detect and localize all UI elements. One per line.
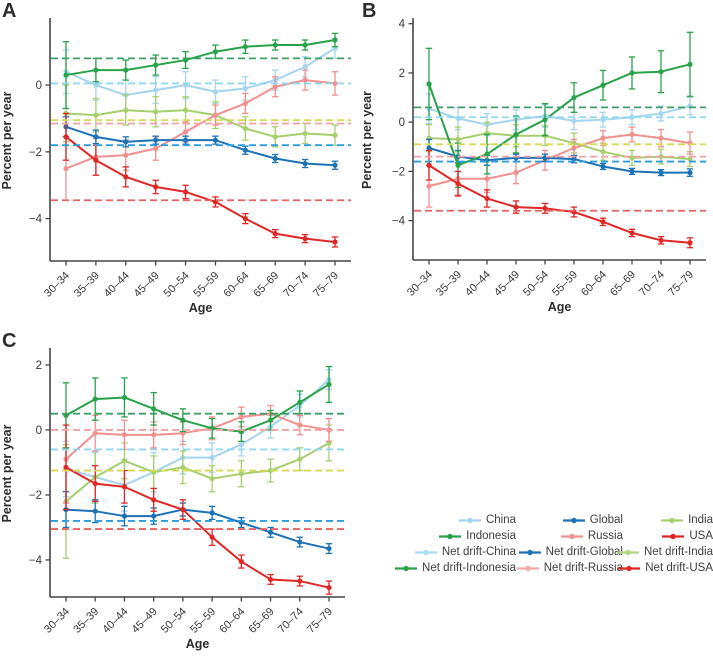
svg-text:70–74: 70–74 bbox=[276, 606, 306, 636]
svg-text:0: 0 bbox=[399, 117, 405, 129]
legend-label: Net drift-China bbox=[441, 546, 516, 558]
legend-item-net-drift-global: Net drift-Global bbox=[518, 544, 623, 560]
legend-key-icon bbox=[516, 565, 539, 571]
svg-text:35–39: 35–39 bbox=[434, 269, 464, 299]
legend-item-net-drift-china: Net drift-China bbox=[366, 544, 516, 560]
legend-row: Net drift-Indonesia Net drift-Russia Net d… bbox=[366, 560, 713, 576]
legend-item-net-drift-indonesia: Net drift-Indonesia bbox=[366, 560, 516, 576]
panel-c-plot: 2 0 −2 −4 30–34 35–39 40–44 45–49 50–54 55–59 60–6… bbox=[0, 348, 345, 651]
svg-text:Percent per year: Percent per year bbox=[360, 91, 374, 189]
svg-text:65–69: 65–69 bbox=[247, 606, 277, 636]
svg-text:4: 4 bbox=[399, 19, 406, 31]
legend-label: Global bbox=[589, 514, 623, 526]
legend-item-india: India bbox=[625, 512, 713, 528]
svg-text:70–74: 70–74 bbox=[281, 270, 311, 300]
svg-text:−2: −2 bbox=[29, 490, 42, 502]
svg-text:75–79: 75–79 bbox=[305, 606, 335, 636]
svg-text:45–49: 45–49 bbox=[130, 606, 160, 636]
svg-text:40–44: 40–44 bbox=[100, 606, 130, 636]
legend-row: China Global India bbox=[366, 512, 713, 528]
legend-label: Indonesia bbox=[466, 530, 516, 542]
legend-label: Net drift-Global bbox=[545, 546, 623, 558]
svg-text:50–54: 50–54 bbox=[162, 270, 192, 300]
svg-text:50–54: 50–54 bbox=[159, 606, 189, 636]
svg-text:35–39: 35–39 bbox=[71, 606, 101, 636]
legend-label: Net drift-USA bbox=[645, 562, 713, 574]
svg-text:60–64: 60–64 bbox=[217, 606, 247, 636]
svg-text:2: 2 bbox=[399, 68, 405, 80]
legend-key-icon bbox=[616, 549, 639, 555]
legend-item-net-drift-russia: Net drift-Russia bbox=[516, 560, 623, 576]
legend-key-icon bbox=[562, 517, 585, 523]
svg-text:−2: −2 bbox=[29, 147, 42, 159]
svg-text:Age: Age bbox=[548, 300, 572, 314]
svg-text:Age: Age bbox=[186, 637, 210, 651]
svg-text:70–74: 70–74 bbox=[637, 269, 667, 299]
svg-text:55–59: 55–59 bbox=[550, 269, 580, 299]
legend-item-usa: USA bbox=[625, 528, 713, 544]
svg-text:65–69: 65–69 bbox=[608, 269, 638, 299]
legend-item-global: Global bbox=[518, 512, 623, 528]
svg-text:2: 2 bbox=[36, 360, 42, 372]
svg-text:30–34: 30–34 bbox=[42, 270, 72, 300]
legend-label: China bbox=[485, 514, 516, 526]
legend-key-icon bbox=[414, 549, 437, 555]
legend-key-icon bbox=[662, 533, 685, 539]
svg-text:40–44: 40–44 bbox=[102, 270, 132, 300]
legend-key-icon bbox=[661, 517, 684, 523]
legend-label: Net drift-India bbox=[643, 546, 713, 558]
legend-label: Net drift-Indonesia bbox=[422, 562, 516, 574]
svg-text:40–44: 40–44 bbox=[463, 269, 493, 299]
svg-text:75–79: 75–79 bbox=[666, 269, 696, 299]
svg-text:55–59: 55–59 bbox=[191, 270, 221, 300]
legend-item-net-drift-usa: Net drift-USA bbox=[618, 560, 713, 576]
legend-label: USA bbox=[689, 530, 713, 542]
panel-c: C 2 0 −2 −4 30–34 35–39 40–44 45–49 50–54 55–59 60… bbox=[0, 330, 360, 658]
figure-legend: China Global India Indonesia Russia USA Net dr… bbox=[366, 512, 713, 576]
legend-key-icon bbox=[395, 565, 418, 571]
panel-b-plot: 4 2 0 −2 −4 30–3435–3940–4445–4950–5455–5960–… bbox=[360, 18, 706, 314]
svg-text:Percent per year: Percent per year bbox=[0, 424, 14, 522]
legend-key-icon bbox=[518, 549, 541, 555]
svg-text:60–64: 60–64 bbox=[579, 269, 609, 299]
svg-text:Age: Age bbox=[189, 301, 213, 315]
svg-text:50–54: 50–54 bbox=[521, 269, 551, 299]
legend-item-net-drift-india: Net drift-India bbox=[616, 544, 713, 560]
svg-text:0: 0 bbox=[36, 80, 42, 92]
svg-text:−4: −4 bbox=[29, 214, 43, 226]
legend-label: Net drift-Russia bbox=[543, 562, 623, 574]
svg-text:75–79: 75–79 bbox=[311, 270, 341, 300]
svg-text:45–49: 45–49 bbox=[132, 270, 162, 300]
legend-key-icon bbox=[560, 533, 583, 539]
svg-text:65–69: 65–69 bbox=[251, 270, 281, 300]
legend-key-icon bbox=[439, 533, 462, 539]
legend-label: Russia bbox=[587, 530, 623, 542]
panel-b: B 4 2 0 −2 −4 30–34 35–39 40–44 45–49 50–54 55–59 6… bbox=[360, 0, 713, 330]
legend-item-china: China bbox=[366, 512, 516, 528]
svg-text:−2: −2 bbox=[392, 166, 405, 178]
panel-a: A 0 −2 −4 30–34 35–39 40–44 45–49 50–54 55–59 60–… bbox=[0, 0, 360, 330]
svg-text:−4: −4 bbox=[392, 216, 406, 228]
legend-item-russia: Russia bbox=[518, 528, 623, 544]
panel-c-label: C bbox=[2, 330, 17, 352]
svg-text:30–34: 30–34 bbox=[42, 606, 72, 636]
legend-key-icon bbox=[618, 565, 641, 571]
svg-text:45–49: 45–49 bbox=[492, 269, 522, 299]
svg-text:60–64: 60–64 bbox=[221, 270, 251, 300]
svg-text:−4: −4 bbox=[29, 555, 43, 567]
svg-text:Percent per year: Percent per year bbox=[0, 91, 14, 189]
svg-text:55–59: 55–59 bbox=[188, 606, 218, 636]
panel-b-label: B bbox=[362, 0, 377, 22]
svg-text:0: 0 bbox=[36, 425, 42, 437]
legend-item-indonesia: Indonesia bbox=[366, 528, 516, 544]
legend-row: Net drift-China Net drift-Global Net drift… bbox=[366, 544, 713, 560]
legend-label: India bbox=[688, 514, 713, 526]
legend-key-icon bbox=[458, 517, 481, 523]
panel-a-plot: 0 −2 −4 30–34 35–39 40–44 45–49 50–54 55–59 60–64… bbox=[0, 18, 351, 315]
svg-text:35–39: 35–39 bbox=[72, 270, 102, 300]
legend-row: Indonesia Russia USA bbox=[366, 528, 713, 544]
svg-text:30–34: 30–34 bbox=[405, 269, 435, 299]
panel-a-label: A bbox=[2, 0, 17, 22]
